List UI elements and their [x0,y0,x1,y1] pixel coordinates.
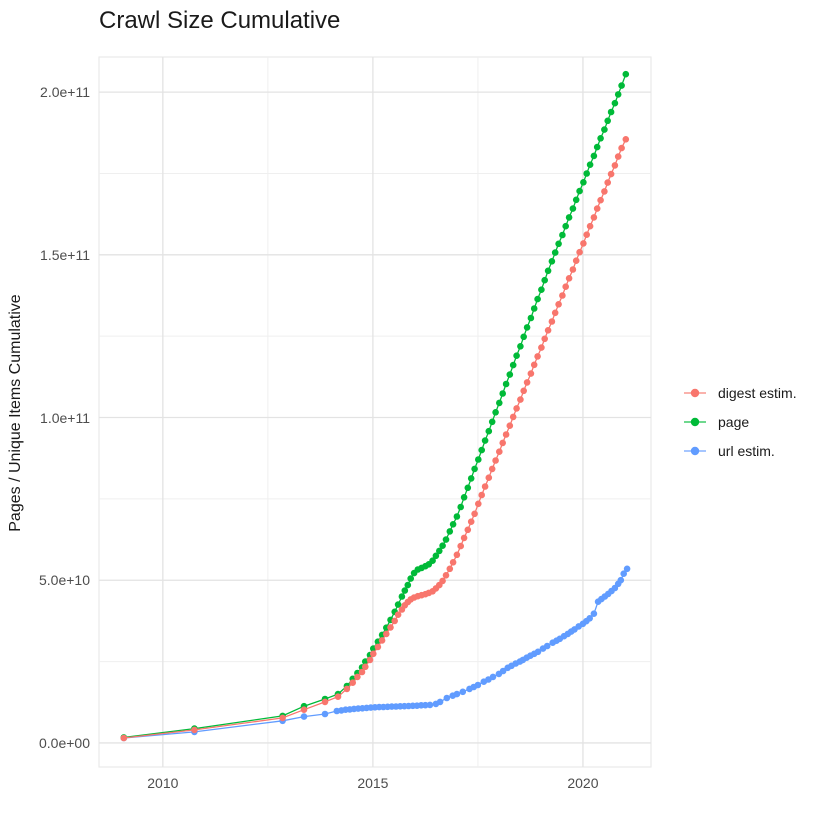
legend-key-icon [683,413,707,431]
x-tick-label: 2010 [147,775,179,791]
legend-item-url-estim: url estim. [683,436,797,465]
y-tick-label: 1.5e+11 [40,246,90,263]
y-tick-label: 0.0e+00 [39,734,90,751]
legend-item-label: page [718,413,750,430]
x-tick-label: 2015 [357,775,389,791]
chart-title: Crawl Size Cumulative [99,7,341,34]
legend-item-label: url estim. [718,442,775,459]
legend-item-label: digest estim. [718,384,797,401]
legend-item-page: page [683,407,797,436]
panel-border [98,56,652,768]
x-tick-label: 2020 [567,775,599,791]
y-tick-label: 1.0e+11 [40,409,90,426]
series-digest-estim [120,136,630,742]
y-tick-label: 5.0e+10 [39,572,90,589]
y-tick-label: 2.0e+11 [40,84,90,101]
legend-item-digest-estim: digest estim. [683,378,797,407]
legend-key-icon [683,384,707,402]
legend: digest estim. page url estim. [683,378,797,465]
legend-key-icon [683,442,707,460]
